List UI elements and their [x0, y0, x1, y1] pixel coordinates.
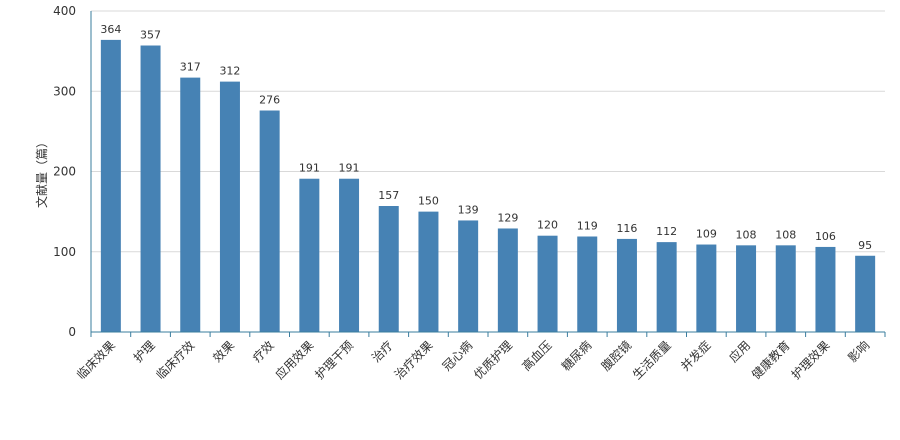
x-tick-label: 糖尿病 — [558, 338, 594, 374]
bar[interactable] — [775, 245, 796, 332]
bar[interactable] — [140, 45, 161, 332]
x-tick-label: 生活质量 — [630, 338, 674, 382]
bar[interactable] — [418, 211, 439, 332]
bar[interactable] — [497, 228, 518, 332]
bar[interactable] — [577, 236, 598, 332]
bar[interactable] — [616, 238, 637, 332]
data-label: 312 — [219, 65, 240, 78]
bar[interactable] — [656, 242, 677, 332]
x-tick-label: 冠心病 — [439, 338, 475, 374]
data-label: 317 — [180, 61, 201, 74]
x-tick-label: 护理干预 — [312, 338, 356, 382]
data-label: 95 — [858, 239, 872, 252]
x-tick-label: 腹腔镜 — [598, 338, 634, 374]
x-tick-label: 并发症 — [677, 338, 713, 374]
grid-lines — [91, 10, 885, 253]
bar[interactable] — [299, 178, 320, 332]
x-tick-label: 高血压 — [519, 338, 555, 374]
value-labels: 364 357 317 312 276 191 191 157 150 139 129 120 119 1… — [100, 23, 872, 252]
data-label: 150 — [418, 195, 439, 208]
x-tick-label: 疗效 — [249, 338, 277, 366]
x-tick-label: 优质护理 — [471, 338, 515, 382]
data-label: 191 — [299, 162, 320, 175]
bar[interactable] — [458, 220, 479, 332]
data-label: 109 — [696, 228, 717, 241]
y-tick-label: 200 — [53, 165, 76, 179]
x-tick-label: 治疗 — [369, 338, 396, 365]
data-label: 108 — [736, 228, 757, 241]
bars — [100, 39, 876, 333]
data-label: 276 — [259, 94, 280, 107]
y-tick-label: 300 — [53, 84, 76, 98]
x-tick-label: 健康教育 — [748, 338, 793, 383]
bar[interactable] — [855, 255, 876, 332]
data-label: 157 — [378, 189, 399, 202]
bar[interactable] — [259, 110, 280, 332]
x-tick-label: 效果 — [209, 338, 237, 366]
y-tick-label: 0 — [68, 325, 76, 339]
data-label: 106 — [815, 230, 836, 243]
data-label: 120 — [537, 219, 558, 232]
x-tick-label: 治疗效果 — [391, 338, 436, 383]
bar[interactable] — [378, 206, 399, 332]
bar[interactable] — [815, 246, 836, 332]
data-label: 129 — [497, 211, 518, 224]
data-label: 139 — [458, 203, 479, 216]
data-label: 191 — [339, 162, 360, 175]
bar[interactable] — [537, 235, 558, 332]
data-label: 116 — [616, 222, 637, 235]
data-label: 119 — [577, 220, 598, 233]
bar[interactable] — [696, 244, 717, 332]
data-label: 357 — [140, 29, 161, 42]
y-tick-label: 100 — [53, 245, 76, 259]
bar[interactable] — [736, 245, 757, 332]
bar[interactable] — [219, 81, 240, 333]
x-tick-label: 应用效果 — [272, 338, 317, 383]
data-label: 112 — [656, 225, 677, 238]
x-tick-label: 应用 — [726, 338, 754, 366]
data-label: 364 — [100, 23, 121, 36]
y-tick-label: 400 — [53, 4, 76, 18]
x-tick-label: 护理效果 — [788, 338, 833, 383]
bar[interactable] — [180, 77, 201, 332]
y-axis: 0 100 200 300 400 — [53, 4, 76, 339]
x-tick-label: 临床效果 — [73, 338, 118, 383]
data-label: 108 — [775, 228, 796, 241]
y-axis-title: 文献量（篇） — [34, 136, 49, 208]
x-tick-label: 护理 — [131, 338, 158, 365]
bar[interactable] — [339, 178, 360, 332]
x-tick-label: 临床疗效 — [153, 338, 198, 383]
bar[interactable] — [100, 39, 121, 332]
x-tick-label: 影响 — [845, 338, 873, 366]
